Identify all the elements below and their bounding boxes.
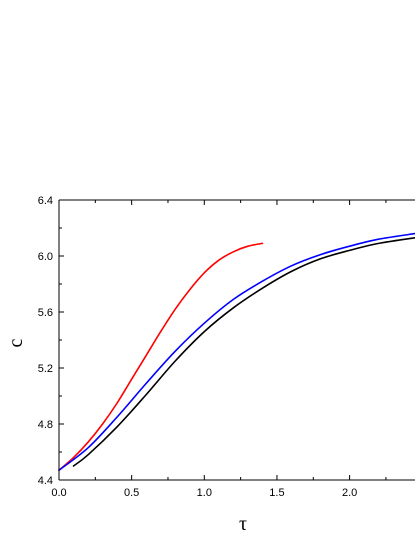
x-tick-label: 2.0	[342, 487, 357, 499]
y-tick-label: 4.4	[38, 475, 53, 487]
y-tick-label: 4.8	[38, 419, 53, 431]
x-tick-label: 1.0	[197, 487, 212, 499]
y-tick-label: 5.6	[38, 307, 53, 319]
y-tick-label: 6.0	[38, 251, 53, 263]
series-line-3	[72, 237, 415, 467]
x-tick-label: 1.5	[269, 487, 284, 499]
y-tick-label: 5.2	[38, 363, 53, 375]
y-tick-label: 6.4	[38, 195, 53, 207]
x-tick-label: 0.5	[124, 487, 139, 499]
x-tick-label: 0.0	[51, 487, 66, 499]
series-line-1	[58, 242, 264, 471]
axis-layer	[58, 199, 415, 481]
tick-layer: 0.0 0.5 1.0 1.5 2.0 4.4 4.8 5.2 5.6 6.0 6.4	[38, 195, 387, 499]
series-line-2	[58, 232, 415, 471]
series-layer	[58, 232, 415, 471]
x-axis-title: τ	[239, 513, 247, 535]
y-axis-title: c	[5, 338, 27, 347]
